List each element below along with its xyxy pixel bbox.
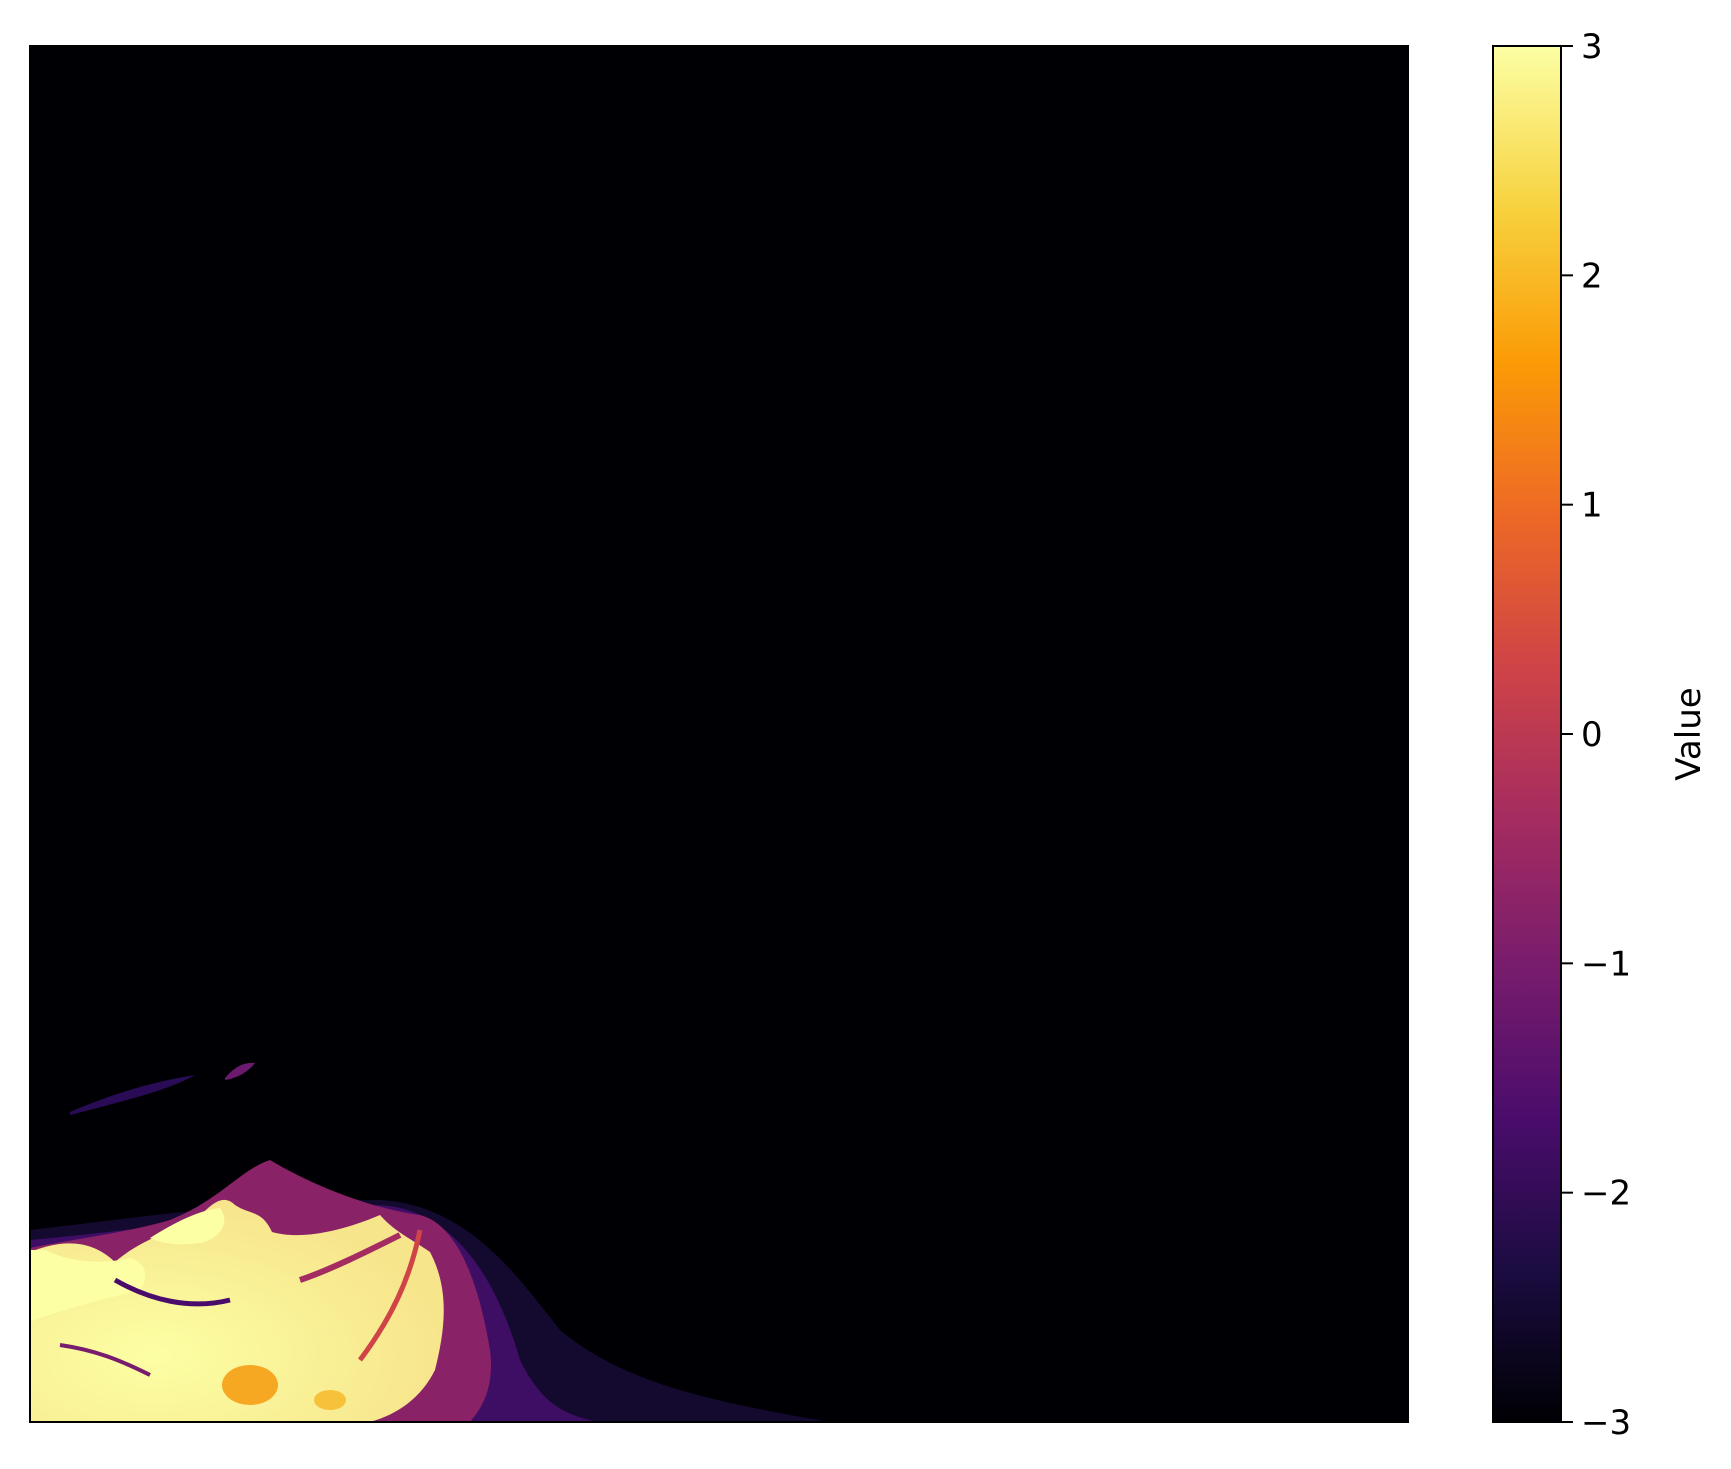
colorbar-tick-label: −3 xyxy=(1581,1403,1631,1443)
colorbar-tick-label: 2 xyxy=(1581,256,1603,296)
colorbar-tick-label: −1 xyxy=(1581,944,1631,984)
colorbar-ticks: 3 2 1 0 −1 −2 −3 xyxy=(1561,27,1631,1443)
colorbar-tick-label: 3 xyxy=(1581,27,1603,67)
colorbar-tick-label: 0 xyxy=(1581,715,1603,755)
colorbar: 3 2 1 0 −1 −2 −3 Value xyxy=(1492,27,1709,1443)
dark-channel-2 xyxy=(59,1343,151,1377)
orange-spot-1 xyxy=(222,1365,278,1405)
bright-lobe-1 xyxy=(30,1250,146,1322)
heatmap-area xyxy=(29,45,1409,1423)
colorbar-tick-label: −2 xyxy=(1581,1174,1631,1214)
orange-spot-2 xyxy=(314,1390,346,1410)
purple-streak-1 xyxy=(70,1075,195,1115)
colorbar-label: Value xyxy=(1669,687,1709,780)
dark-channel-1 xyxy=(113,1277,231,1307)
heatmap-border xyxy=(29,45,1409,1423)
colorbar-gradient xyxy=(1493,46,1561,1422)
heatmap-field xyxy=(30,1062,830,1422)
colorbar-tick-label: 1 xyxy=(1581,486,1603,526)
purple-streak-2 xyxy=(225,1062,255,1080)
dark-channel-4 xyxy=(357,1229,423,1362)
bright-lobe-2 xyxy=(150,1208,225,1245)
dark-channel-3 xyxy=(299,1232,402,1283)
